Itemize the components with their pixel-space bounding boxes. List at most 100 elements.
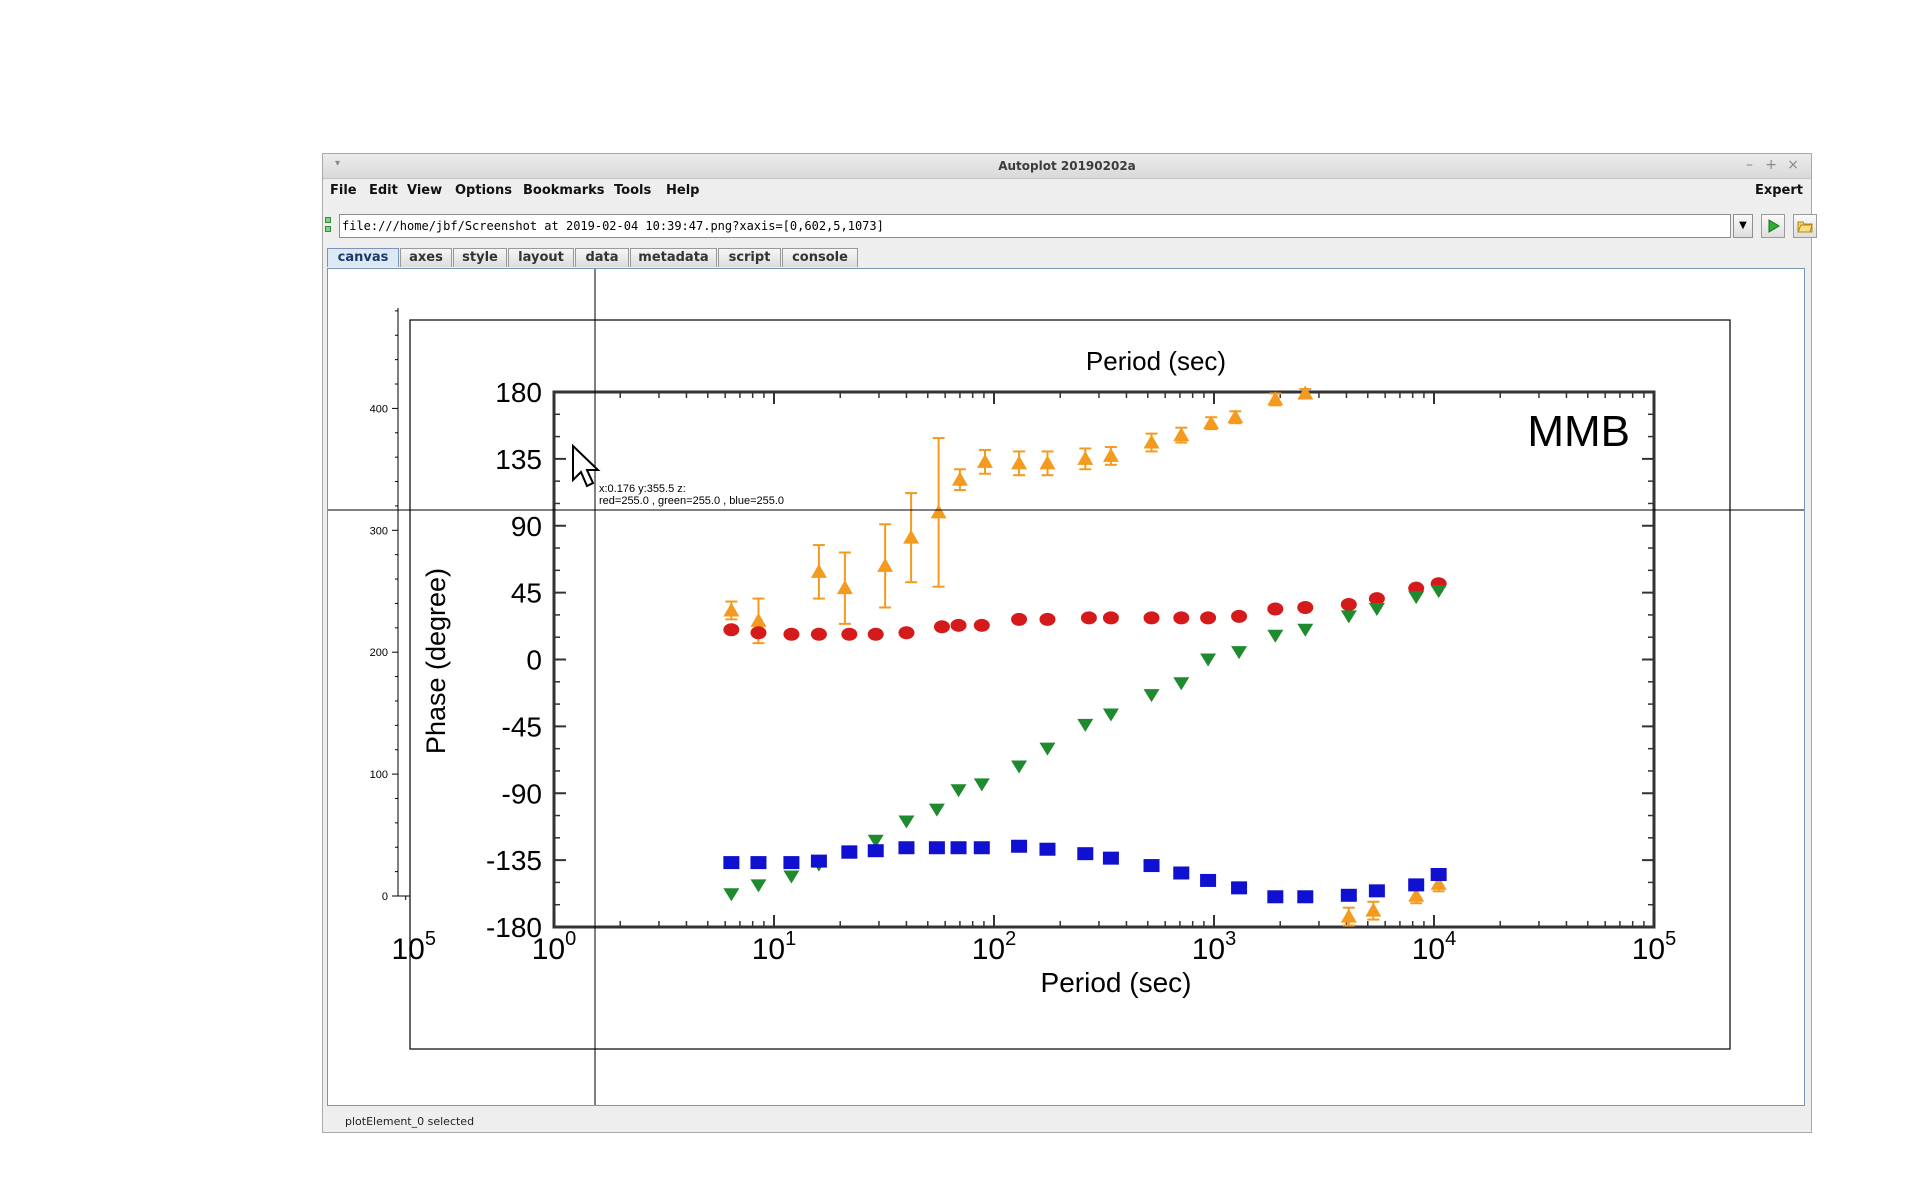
- data-point-triangle-up: [1039, 455, 1056, 470]
- data-point-triangle-up: [1173, 427, 1190, 442]
- data-point-circle: [1143, 611, 1160, 625]
- data-point-square: [1143, 859, 1160, 873]
- data-point-triangle-down: [1143, 689, 1160, 703]
- data-point-square: [1173, 866, 1190, 880]
- menu-options[interactable]: Options: [455, 183, 512, 198]
- outer-y-tick-label: 100: [370, 769, 388, 781]
- outer-y-tick-label: 300: [370, 525, 388, 537]
- data-point-triangle-up: [750, 612, 767, 627]
- data-point-triangle-down: [928, 803, 945, 817]
- data-point-triangle-down: [1200, 653, 1217, 667]
- data-point-triangle-up: [1227, 409, 1244, 424]
- data-point-circle: [1200, 611, 1217, 625]
- tab-style[interactable]: style: [453, 248, 507, 267]
- data-point-circle: [750, 626, 767, 640]
- data-point-square: [810, 854, 827, 868]
- data-point-square: [973, 841, 990, 855]
- menu-view[interactable]: View: [407, 183, 443, 198]
- data-point-square: [1368, 884, 1385, 898]
- outer-y-tick-label: 400: [370, 403, 388, 415]
- data-point-square: [1200, 873, 1217, 887]
- plot-canvas[interactable]: 0100200300400012345 Period (sec) MMB Pha…: [328, 269, 1804, 1105]
- data-point-square: [1408, 878, 1425, 892]
- data-point-triangle-down: [1297, 623, 1314, 637]
- data-point-circle: [723, 623, 740, 637]
- data-point-triangle-down: [1368, 602, 1385, 616]
- maximize-button[interactable]: +: [1765, 157, 1777, 173]
- window-title: Autoplot 20190202a: [998, 159, 1136, 173]
- menu-tools[interactable]: Tools: [614, 183, 652, 198]
- data-point-circle: [1368, 592, 1385, 606]
- data-point-triangle-down: [783, 870, 800, 884]
- data-point-triangle-up: [1297, 385, 1314, 400]
- data-point-square: [1039, 842, 1056, 856]
- data-point-triangle-down: [1011, 760, 1028, 774]
- close-button[interactable]: ×: [1787, 157, 1799, 173]
- tab-axes[interactable]: axes: [400, 248, 452, 267]
- x-axis-label: Period (sec): [1041, 967, 1192, 998]
- data-point-circle: [1267, 602, 1284, 616]
- data-point-square: [950, 841, 967, 855]
- canvas-panel[interactable]: 0100200300400012345 Period (sec) MMB Pha…: [327, 268, 1805, 1106]
- data-point-circle: [783, 627, 800, 641]
- data-point-triangle-down: [1231, 646, 1248, 660]
- inner-y-tick-label: -180: [486, 912, 542, 943]
- outer-y-tick-label: 0: [382, 891, 388, 903]
- menu-bar: File Edit View Options Bookmarks Tools H…: [323, 179, 1811, 201]
- tab-script[interactable]: script: [718, 248, 781, 267]
- inner-y-tick-label: -135: [486, 845, 542, 876]
- autoplot-window: ▾ Autoplot 20190202a – + × File Edit Vie…: [322, 153, 1817, 1133]
- data-point-triangle-up: [1267, 391, 1284, 406]
- data-point-triangle-up: [1408, 887, 1425, 902]
- series-layer: [723, 385, 1447, 927]
- data-point-square: [1077, 847, 1094, 861]
- menu-bookmarks[interactable]: Bookmarks: [523, 183, 605, 198]
- status-text: plotElement_0 selected: [345, 1115, 475, 1128]
- inner-x-tick-label: 101: [752, 928, 797, 966]
- readout-rgb: red=255.0 , green=255.0 , blue=255.0: [599, 495, 784, 507]
- data-point-square: [1430, 867, 1447, 881]
- menu-file[interactable]: File: [330, 183, 357, 198]
- tab-canvas[interactable]: canvas: [327, 248, 399, 267]
- tab-data[interactable]: data: [575, 248, 629, 267]
- tab-console[interactable]: console: [782, 248, 858, 267]
- data-point-square: [1267, 890, 1284, 904]
- menu-expert[interactable]: Expert: [1754, 183, 1803, 198]
- inner-x-tick-label: 100: [532, 928, 577, 966]
- menu-help[interactable]: Help: [666, 183, 700, 198]
- tab-metadata[interactable]: metadata: [630, 248, 717, 267]
- play-icon[interactable]: [1761, 214, 1785, 238]
- data-point-circle: [867, 627, 884, 641]
- data-point-circle: [1080, 611, 1097, 625]
- window-menu-icon[interactable]: ▾: [335, 158, 341, 169]
- drag-grip-icon[interactable]: [325, 217, 331, 235]
- data-point-circle: [933, 620, 950, 634]
- data-point-triangle-down: [1173, 677, 1190, 691]
- data-point-circle: [1102, 611, 1119, 625]
- inner-x-tick-label: 105: [1632, 928, 1677, 966]
- inner-y-tick-label: 0: [526, 645, 542, 676]
- url-input[interactable]: file:///home/jbf/Screenshot at 2019-02-0…: [339, 214, 1731, 238]
- inner-y-tick-label: 90: [511, 511, 542, 542]
- inner-y-tick-label: 45: [511, 578, 542, 609]
- inner-x-cut-label: 105: [392, 928, 437, 966]
- data-point-circle: [1297, 600, 1314, 614]
- open-folder-icon[interactable]: [1793, 214, 1817, 238]
- data-point-triangle-down: [973, 778, 990, 792]
- data-point-triangle-down: [1408, 591, 1425, 605]
- chevron-down-icon[interactable]: ▼: [1733, 214, 1753, 238]
- data-point-triangle-down: [1267, 629, 1284, 643]
- data-point-triangle-down: [1077, 718, 1094, 732]
- menu-edit[interactable]: Edit: [369, 183, 398, 198]
- inner-x-tick-label: 103: [1192, 928, 1237, 966]
- minimize-button[interactable]: –: [1746, 157, 1753, 173]
- data-point-square: [783, 856, 800, 870]
- inner-plot: Period (sec) MMB Phase (degree) Period (…: [392, 346, 1677, 998]
- data-point-circle: [950, 618, 967, 632]
- tab-layout[interactable]: layout: [508, 248, 574, 267]
- data-point-triangle-up: [1365, 902, 1382, 917]
- data-point-triangle-up: [836, 580, 853, 595]
- data-point-triangle-up: [1077, 450, 1094, 465]
- data-point-triangle-up: [1143, 434, 1160, 449]
- data-point-triangle-up: [1102, 447, 1119, 462]
